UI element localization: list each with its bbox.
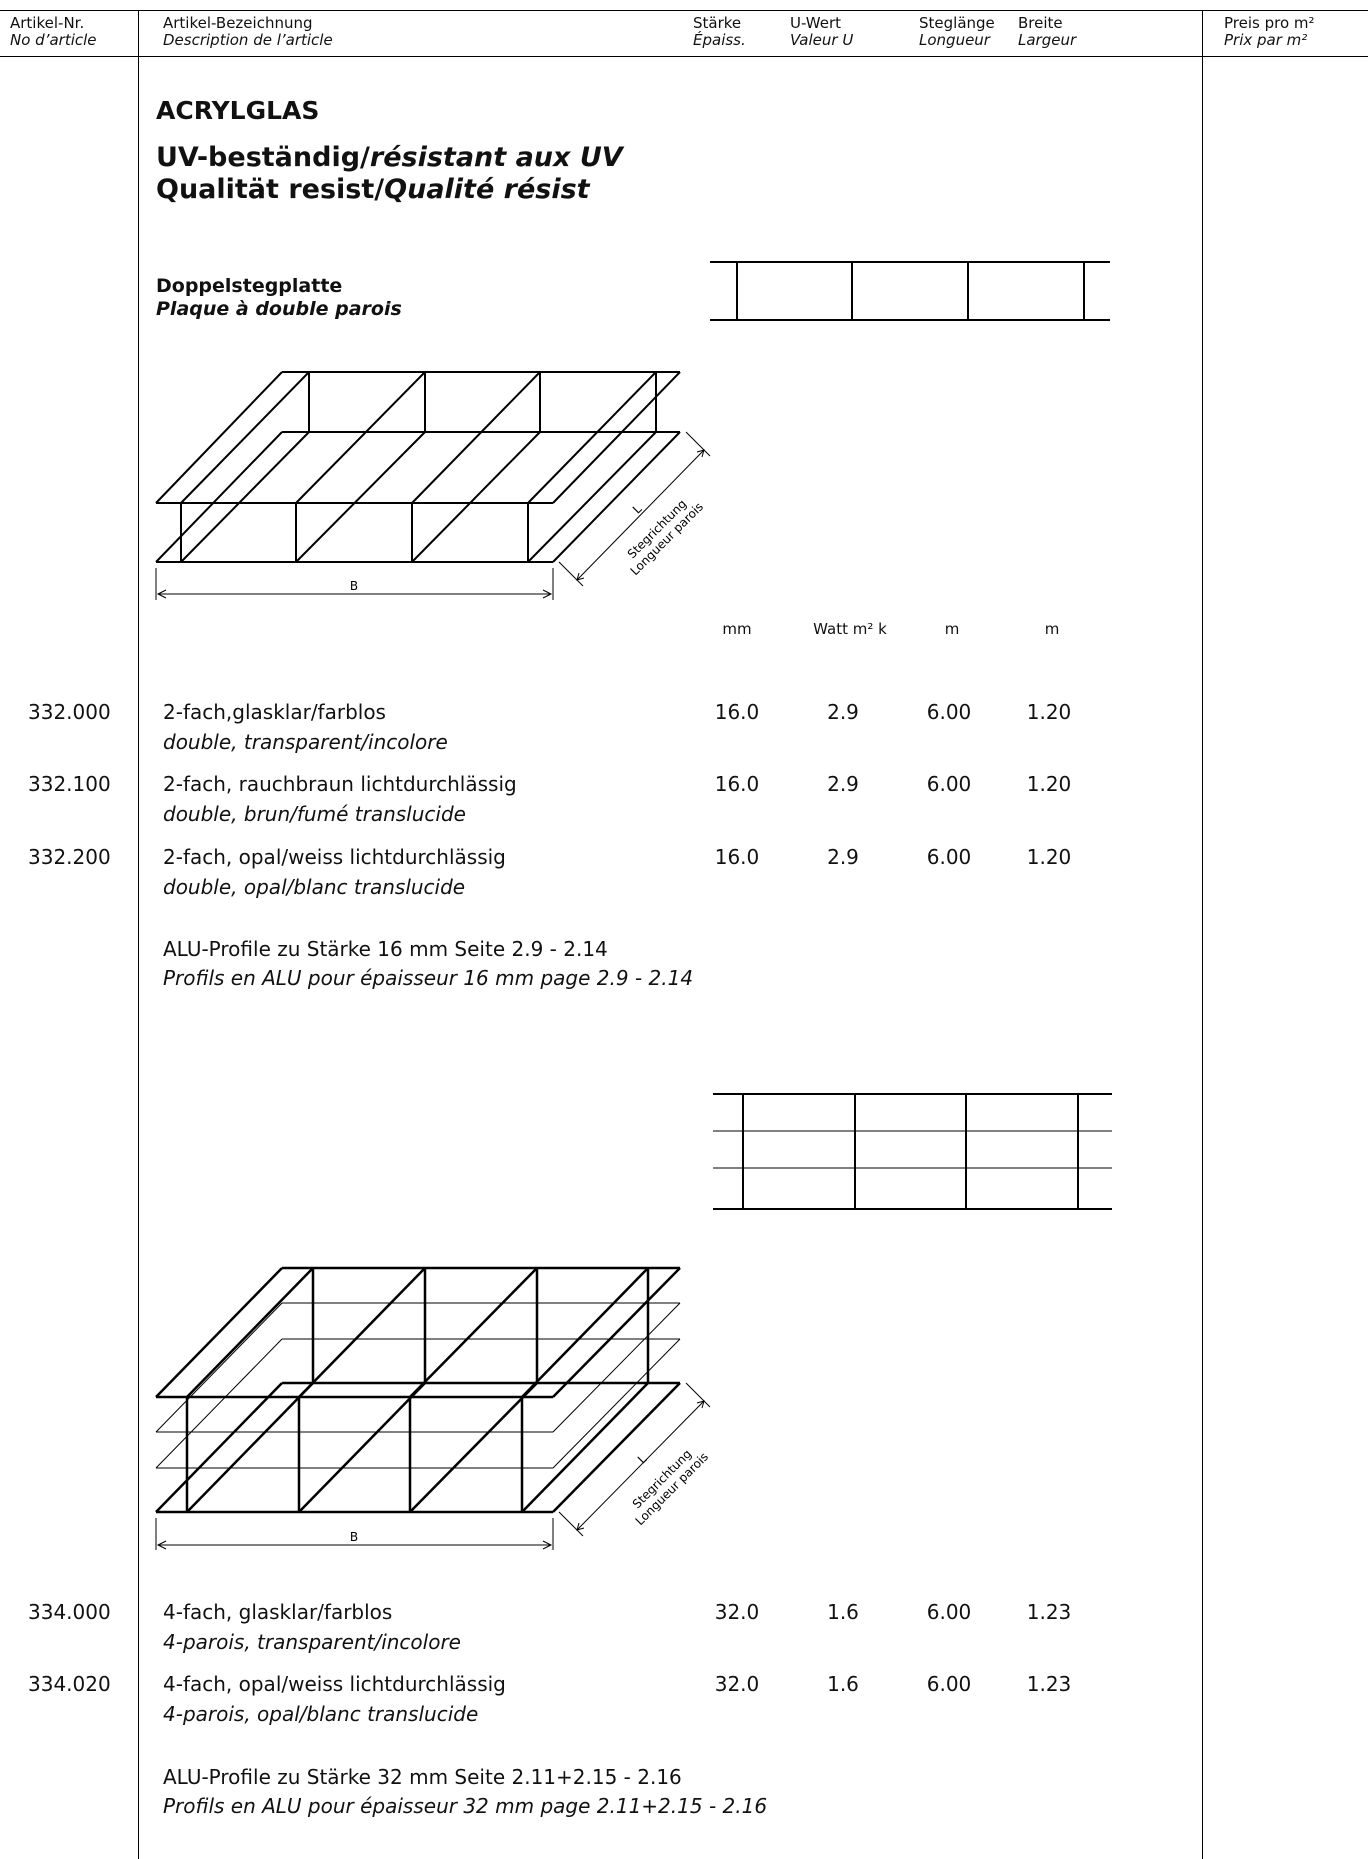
dim-label-width: B <box>350 1530 358 1544</box>
thickness-value: 16.0 <box>714 772 760 796</box>
header-description: Artikel-Bezeichnung Description de l’arti… <box>163 14 333 49</box>
header-length: Steglänge Longueur <box>919 14 995 49</box>
header-bottom-border <box>0 56 1368 57</box>
thickness-value: 32.0 <box>714 1600 760 1624</box>
unit-length: m <box>944 620 960 638</box>
article-number: 332.200 <box>28 845 111 869</box>
thickness-value: 32.0 <box>714 1672 760 1696</box>
header-width: Breite Largeur <box>1018 14 1077 49</box>
dim-label-width: B <box>350 579 358 593</box>
width-value: 1.20 <box>1026 772 1072 796</box>
length-value: 6.00 <box>926 772 972 796</box>
unit-uvalue: Watt m² k <box>813 620 887 638</box>
thickness-value: 16.0 <box>714 700 760 724</box>
article-number: 332.000 <box>28 700 111 724</box>
alu-profile-note: ALU-Profile zu Stärke 16 mm Seite 2.9 - … <box>163 937 694 990</box>
length-value: 6.00 <box>926 1600 972 1624</box>
alu-profile-note: ALU-Profile zu Stärke 32 mm Seite 2.11+2… <box>163 1765 768 1818</box>
article-description: 4-fach, opal/weiss lichtdurchlässig 4-par… <box>163 1672 506 1726</box>
length-value: 6.00 <box>926 845 972 869</box>
header-uvalue: U-Wert Valeur U <box>790 14 854 49</box>
uvalue-value: 2.9 <box>827 772 859 796</box>
thickness-value: 16.0 <box>714 845 760 869</box>
width-value: 1.20 <box>1026 700 1072 724</box>
header-artnr: Artikel-Nr. No d’article <box>10 14 97 49</box>
article-number: 332.100 <box>28 772 111 796</box>
width-value: 1.20 <box>1026 845 1072 869</box>
length-value: 6.00 <box>926 700 972 724</box>
header-top-border <box>0 10 1368 11</box>
subtitle-uv: UV-beständig/résistant aux UV <box>156 142 623 173</box>
unit-width: m <box>1044 620 1060 638</box>
article-number: 334.020 <box>28 1672 111 1696</box>
product-name: Doppelstegplatte Plaque à double parois <box>156 275 402 320</box>
uvalue-value: 1.6 <box>827 1672 859 1696</box>
article-description: 2-fach, rauchbraun lichtdurchlässig doubl… <box>163 772 517 826</box>
column-divider-price <box>1202 10 1203 1859</box>
width-value: 1.23 <box>1026 1600 1072 1624</box>
article-description: 2-fach,glasklar/farblos double, transpare… <box>163 700 448 754</box>
article-description: 2-fach, opal/weiss lichtdurchlässig doubl… <box>163 845 506 899</box>
article-description: 4-fach, glasklar/farblos 4-parois, transp… <box>163 1600 461 1654</box>
subtitle-quality: Qualität resist/Qualité résist <box>156 174 590 205</box>
width-value: 1.23 <box>1026 1672 1072 1696</box>
uvalue-value: 1.6 <box>827 1600 859 1624</box>
header-price: Preis pro m² Prix par m² <box>1224 14 1315 49</box>
uvalue-value: 2.9 <box>827 845 859 869</box>
length-value: 6.00 <box>926 1672 972 1696</box>
page-title: ACRYLGLAS <box>156 96 320 125</box>
article-number: 334.000 <box>28 1600 111 1624</box>
uvalue-value: 2.9 <box>827 700 859 724</box>
unit-thickness: mm <box>722 620 752 638</box>
header-thickness: Stärke Épaiss. <box>693 14 746 49</box>
column-divider-artnr <box>138 10 139 1859</box>
